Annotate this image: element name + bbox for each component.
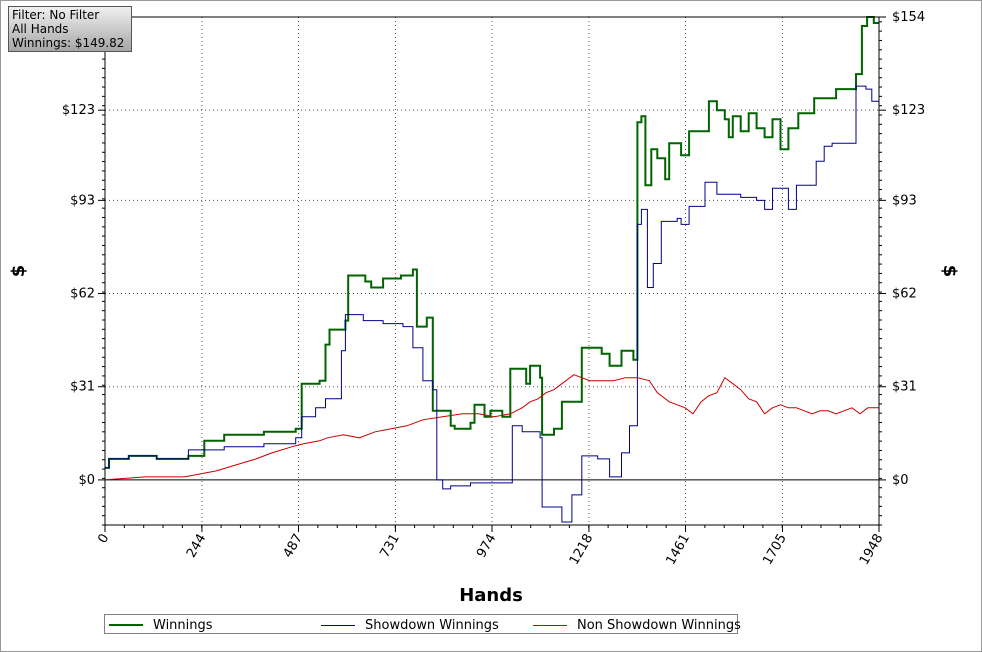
filter-info-box: Filter: No Filter All Hands Winnings: $1… [8,6,132,52]
x-tick-label: 1461 [663,532,693,568]
x-tick-label: 487 [281,532,306,561]
legend-swatch-winnings [109,624,143,626]
legend: Winnings Showdown Winnings Non Showdown … [104,614,741,634]
y-tick-label-right: $31 [892,380,917,395]
series-layer [104,16,879,523]
legend-label-non-showdown: Non Showdown Winnings [577,617,741,633]
y-tick-label-left: $0 [78,473,95,488]
x-tick-label: 1218 [567,532,597,568]
grid-layer [105,17,879,525]
x-tick-label: 731 [378,532,403,561]
x-axis-title: Hands [459,585,523,606]
hands-label: All Hands [12,22,69,36]
series-line-1 [105,85,879,523]
y-tick-label-right: $0 [892,473,909,488]
y-tick-label-right: $93 [892,193,917,208]
x-tick-label: 244 [184,532,209,561]
series-line-2 [104,374,879,481]
legend-label-winnings: Winnings [153,617,213,633]
legend-item-showdown: Showdown Winnings [321,616,499,634]
legend-item-non-showdown: Non Showdown Winnings [533,616,741,634]
ticks-layer: $0$0$31$31$62$62$93$93$123$123$154$15402… [62,10,925,568]
y-axis-title-right: $ [939,265,960,278]
series-line-0 [105,16,879,469]
y-tick-label-left: $93 [70,193,95,208]
y-tick-label-left: $123 [62,103,95,118]
legend-label-showdown: Showdown Winnings [365,617,499,633]
y-tick-label-right: $62 [892,287,917,302]
x-tick-label: 1948 [857,532,887,568]
filter-label: Filter: No Filter [12,8,100,22]
winnings-label: Winnings: $149.82 [12,36,125,50]
x-tick-label: 0 [95,532,112,547]
x-tick-label: 974 [474,532,499,561]
x-tick-label: 1705 [760,532,790,568]
legend-item-winnings: Winnings [109,616,213,634]
y-tick-label-left: $31 [70,380,95,395]
y-tick-label-right: $154 [892,10,925,25]
legend-swatch-showdown [321,624,355,626]
y-axis-title-left: $ [8,265,29,278]
legend-swatch-non-showdown [533,624,567,626]
y-tick-label-left: $62 [70,287,95,302]
y-tick-label-right: $123 [892,103,925,118]
